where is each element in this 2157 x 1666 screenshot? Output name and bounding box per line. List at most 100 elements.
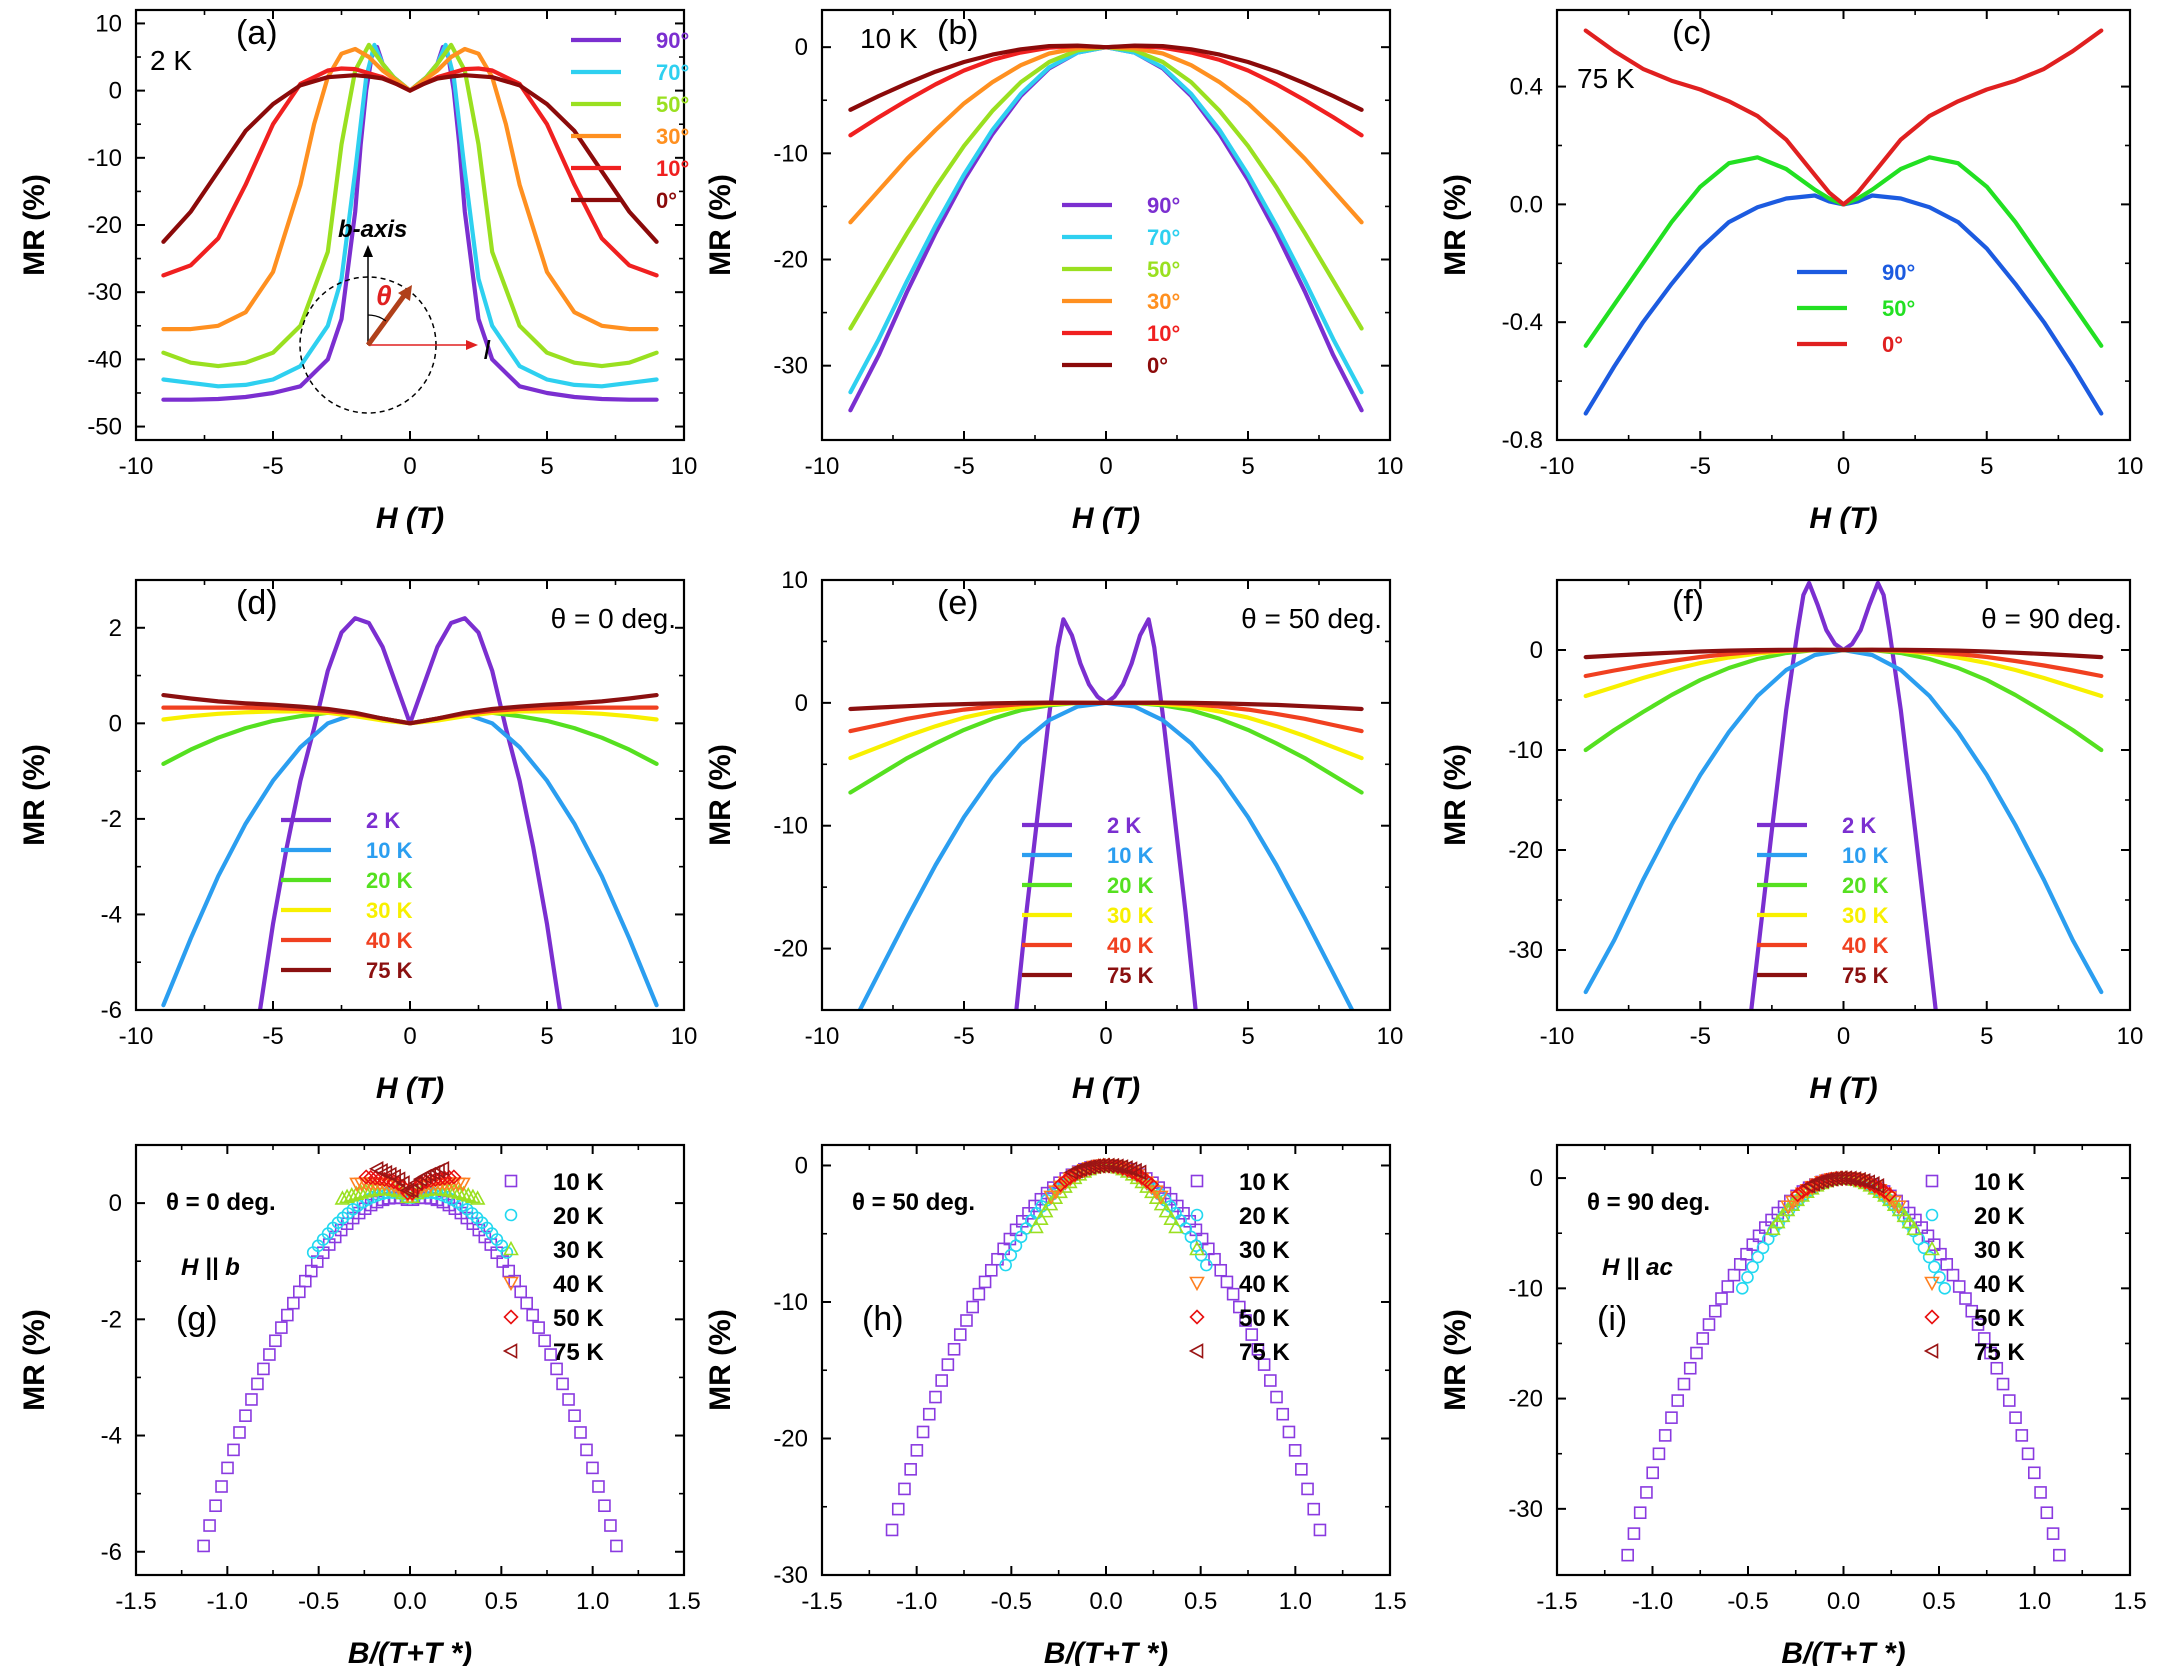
series-75-K bbox=[1800, 1170, 1885, 1194]
data-point bbox=[1233, 1300, 1246, 1314]
series-line-30K bbox=[1583, 647, 2104, 699]
data-point bbox=[1881, 1186, 1897, 1203]
data-point bbox=[1264, 1374, 1277, 1387]
legend-label: 0° bbox=[656, 188, 677, 213]
x-tick-label: -1.0 bbox=[1632, 1588, 1673, 1615]
legend-label: 10° bbox=[1147, 321, 1180, 346]
legend-label: 2 K bbox=[366, 808, 400, 833]
data-point bbox=[446, 1169, 462, 1185]
legend-marker bbox=[502, 1343, 518, 1359]
data-point bbox=[469, 1190, 486, 1205]
x-tick-label: 10 bbox=[671, 1023, 698, 1050]
annotation: θ = 0 deg. bbox=[551, 603, 676, 634]
x-axis-label: H (T) bbox=[1072, 502, 1140, 535]
angle-arc bbox=[367, 314, 387, 322]
data-point bbox=[941, 1358, 955, 1371]
legend: 10 K 20 K 30 K 40 K 50 K 75 K bbox=[502, 1169, 604, 1366]
data-point bbox=[1727, 1268, 1741, 1282]
data-point bbox=[1794, 1183, 1811, 1199]
legend: 90° 70° 50° 30° 10° 0° bbox=[571, 28, 689, 213]
x-tick-label: 0.5 bbox=[1184, 1588, 1217, 1615]
x-tick-label: 0 bbox=[1837, 1023, 1850, 1050]
x-tick-label: 0.0 bbox=[1089, 1588, 1122, 1615]
legend-label: 10 K bbox=[1842, 843, 1889, 868]
data-point bbox=[1938, 1282, 1952, 1295]
x-tick-label: -5 bbox=[1690, 453, 1711, 480]
y-tick-label: -30 bbox=[773, 1562, 808, 1589]
legend-label: 30 K bbox=[1842, 903, 1889, 928]
y-tick-label: -10 bbox=[773, 1289, 808, 1316]
y-tick-label: -6 bbox=[101, 1539, 122, 1566]
data-point bbox=[562, 1393, 575, 1406]
y-tick-label: -10 bbox=[773, 813, 808, 840]
data-point bbox=[1122, 1161, 1138, 1177]
series-20-K bbox=[1735, 1171, 1952, 1295]
legend-label: 10 K bbox=[553, 1169, 604, 1196]
data-point bbox=[586, 1461, 599, 1475]
x-tick-label: 1.5 bbox=[1373, 1588, 1406, 1615]
data-point bbox=[885, 1523, 899, 1537]
data-point bbox=[1158, 1202, 1175, 1218]
field-arrowhead bbox=[398, 285, 412, 301]
x-tick-label: 5 bbox=[540, 453, 553, 480]
y-axis: -0.8 -0.4 0.0 0.4 bbox=[1502, 74, 2130, 454]
legend-label: 50 K bbox=[553, 1305, 604, 1332]
data-point bbox=[538, 1334, 551, 1348]
x-tick-label: -5 bbox=[953, 1023, 974, 1050]
y-tick-label: -20 bbox=[87, 212, 122, 239]
data-point bbox=[1665, 1411, 1678, 1424]
data-point bbox=[367, 1170, 384, 1186]
series-line-90 bbox=[161, 44, 659, 402]
data-point bbox=[1313, 1523, 1327, 1537]
data-point bbox=[1251, 1342, 1265, 1356]
data-point bbox=[1239, 1314, 1252, 1327]
data-point bbox=[386, 1174, 402, 1190]
legend-label: 50° bbox=[1882, 296, 1915, 321]
data-point bbox=[1741, 1271, 1754, 1284]
x-axis-label: B/(T+T *) bbox=[1044, 1637, 1168, 1666]
legend-marker bbox=[1190, 1208, 1204, 1222]
panel-label: (h) bbox=[862, 1300, 904, 1338]
data-point bbox=[357, 1183, 374, 1198]
series-line-0 bbox=[1583, 28, 2104, 207]
data-point bbox=[1977, 1332, 1991, 1345]
data-point bbox=[1037, 1202, 1054, 1218]
y-tick-label: -0.4 bbox=[1502, 309, 1543, 336]
x-tick-label: 0.5 bbox=[485, 1588, 518, 1615]
data-point bbox=[1828, 1170, 1843, 1187]
data-point bbox=[197, 1539, 210, 1553]
x-tick-label: 1.0 bbox=[576, 1588, 609, 1615]
data-point bbox=[251, 1377, 264, 1391]
y-tick-label: 10 bbox=[781, 567, 808, 594]
x-tick-label: -10 bbox=[1540, 1023, 1575, 1050]
legend-label: 0° bbox=[1147, 353, 1168, 378]
series-line-70 bbox=[161, 42, 659, 389]
data-point bbox=[2015, 1429, 2029, 1442]
legend-label: 30 K bbox=[1239, 1237, 1290, 1264]
series-line-75K bbox=[848, 700, 1364, 712]
legend-label: 40 K bbox=[1842, 933, 1889, 958]
x-tick-label: 5 bbox=[1980, 1023, 1993, 1050]
data-point bbox=[580, 1443, 593, 1457]
legend-label: 50 K bbox=[1974, 1305, 2025, 1332]
y-axis: -30 -20 -10 0 bbox=[773, 34, 1390, 380]
x-axis: -10 -5 0 5 10 bbox=[1540, 580, 2143, 1050]
data-point bbox=[203, 1519, 216, 1532]
x-tick-label: 1.5 bbox=[2113, 1588, 2146, 1615]
legend-marker bbox=[504, 1208, 518, 1222]
data-point bbox=[978, 1275, 992, 1289]
y-tick-label: 0 bbox=[109, 1190, 122, 1217]
legend: 90° 70° 50° 30° 10° 0° bbox=[1062, 193, 1180, 378]
series-10-K bbox=[1621, 1171, 2066, 1562]
data-point bbox=[1295, 1463, 1308, 1476]
y-axis-label: MR (%) bbox=[1439, 174, 1472, 276]
data-point bbox=[568, 1409, 581, 1422]
panel-label: (b) bbox=[937, 14, 979, 52]
legend-label: 20 K bbox=[553, 1203, 604, 1230]
data-point bbox=[1658, 1429, 1672, 1442]
x-axis-label: H (T) bbox=[1809, 1072, 1877, 1105]
annotation: 75 K bbox=[1577, 63, 1635, 94]
data-point bbox=[434, 1160, 450, 1177]
y-tick-label: -4 bbox=[101, 1423, 122, 1450]
